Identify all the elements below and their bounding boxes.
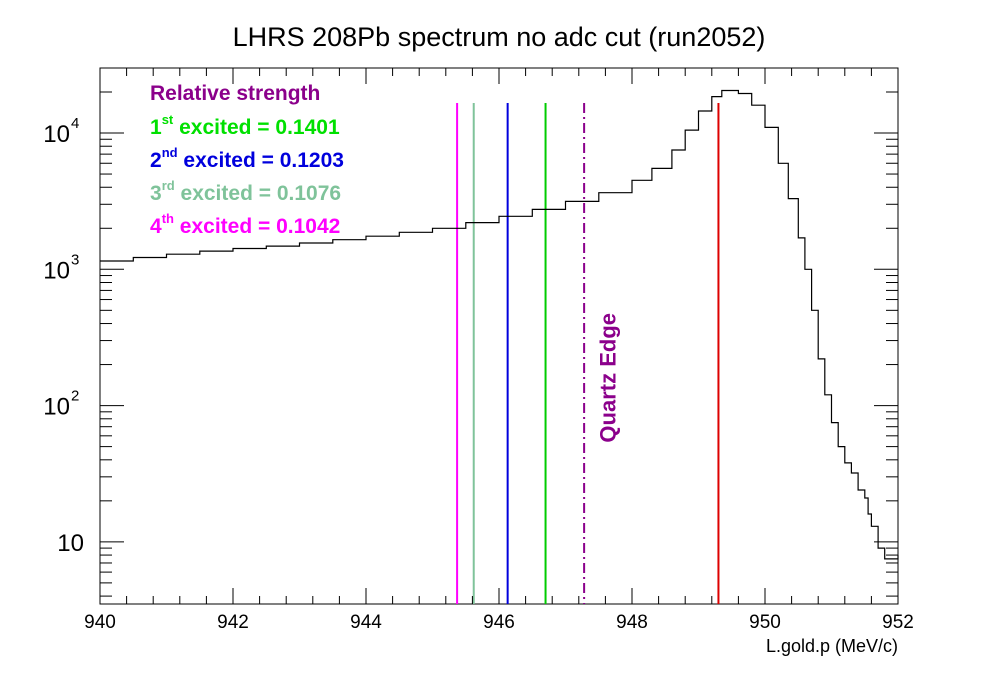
x-tick-label: 948 (616, 612, 648, 633)
y-tick-label: 10 (57, 530, 84, 557)
y-tick-label: 10 (43, 394, 70, 421)
y-tick-exponent: 3 (71, 251, 79, 268)
y-tick-label: 10 (43, 257, 70, 284)
chart-title: LHRS 208Pb spectrum no adc cut (run2052) (233, 22, 766, 52)
x-tick-label: 942 (217, 612, 249, 633)
legend: Relative strength 1st excited = 0.1401 2nd… (150, 82, 344, 238)
legend-entry: 1st excited = 0.1401 (150, 112, 340, 139)
x-tick-label: 952 (882, 612, 914, 633)
legend-header: Relative strength (150, 82, 320, 105)
histogram-series (100, 89, 899, 560)
y-tick-label: 10 (43, 121, 70, 148)
annotations: Quartz Edge (595, 313, 620, 443)
legend-entry: 2nd excited = 0.1203 (150, 145, 344, 172)
y-tick-exponent: 4 (71, 115, 79, 132)
x-tick-label: 950 (749, 612, 781, 633)
histogram-line (100, 89, 899, 560)
y-tick-exponent: 2 (71, 388, 79, 405)
x-axis-label: L.gold.p (MeV/c) (766, 636, 898, 656)
x-tick-label: 944 (350, 612, 382, 633)
quartz-edge-label: Quartz Edge (595, 313, 620, 443)
legend-entry: 3rd excited = 0.1076 (150, 178, 341, 205)
reference-lines (456, 103, 720, 604)
legend-entry: 4th excited = 0.1042 (150, 211, 340, 238)
x-tick-label: 940 (84, 612, 116, 633)
x-tick-label: 946 (483, 612, 515, 633)
